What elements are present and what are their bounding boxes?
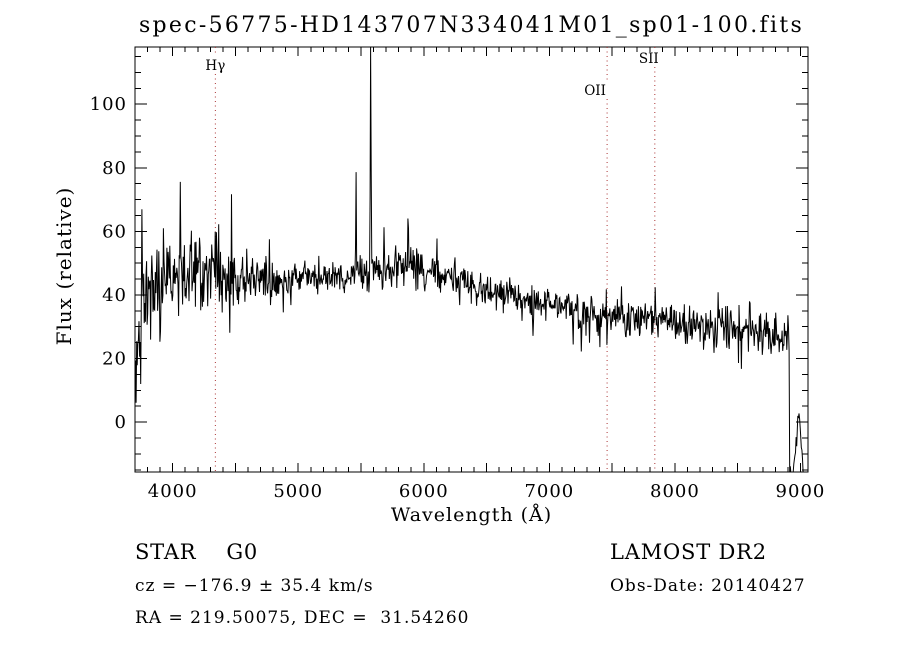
spectrum-trace: [135, 46, 805, 473]
survey-release-label: LAMOST DR2: [610, 540, 767, 564]
marker-label-OII: OII: [584, 83, 606, 99]
marker-label-SII: SII: [639, 51, 659, 67]
x-tick-label: 8000: [650, 481, 700, 502]
x-axis-label: Wavelength (Å): [390, 504, 553, 526]
y-tick-label: 80: [102, 158, 127, 179]
figure-title: spec-56775-HD143707N334041M01_sp01-100.f…: [138, 13, 805, 38]
y-tick-label: 100: [90, 94, 127, 115]
marker-label-Hγ: Hγ: [205, 58, 225, 74]
y-tick-label: 60: [102, 221, 127, 242]
object-class-label: STAR G0: [135, 540, 259, 564]
plot-border: [134, 46, 809, 473]
y-tick-label: 20: [102, 349, 127, 370]
x-tick-label: 9000: [776, 481, 826, 502]
obs-date-value: Obs-Date: 20140427: [610, 576, 806, 596]
y-tick-label: 0: [115, 412, 127, 433]
coordinates-value: RA = 219.50075, DEC = 31.54260: [135, 608, 470, 628]
y-axis-label: Flux (relative): [52, 186, 76, 346]
x-tick-label: 5000: [273, 481, 323, 502]
x-tick-label: 4000: [148, 481, 198, 502]
x-tick-label: 6000: [399, 481, 449, 502]
x-tick-label: 7000: [524, 481, 574, 502]
radial-velocity-value: cz = −176.9 ± 35.4 km/s: [135, 576, 374, 596]
y-tick-label: 40: [102, 285, 127, 306]
